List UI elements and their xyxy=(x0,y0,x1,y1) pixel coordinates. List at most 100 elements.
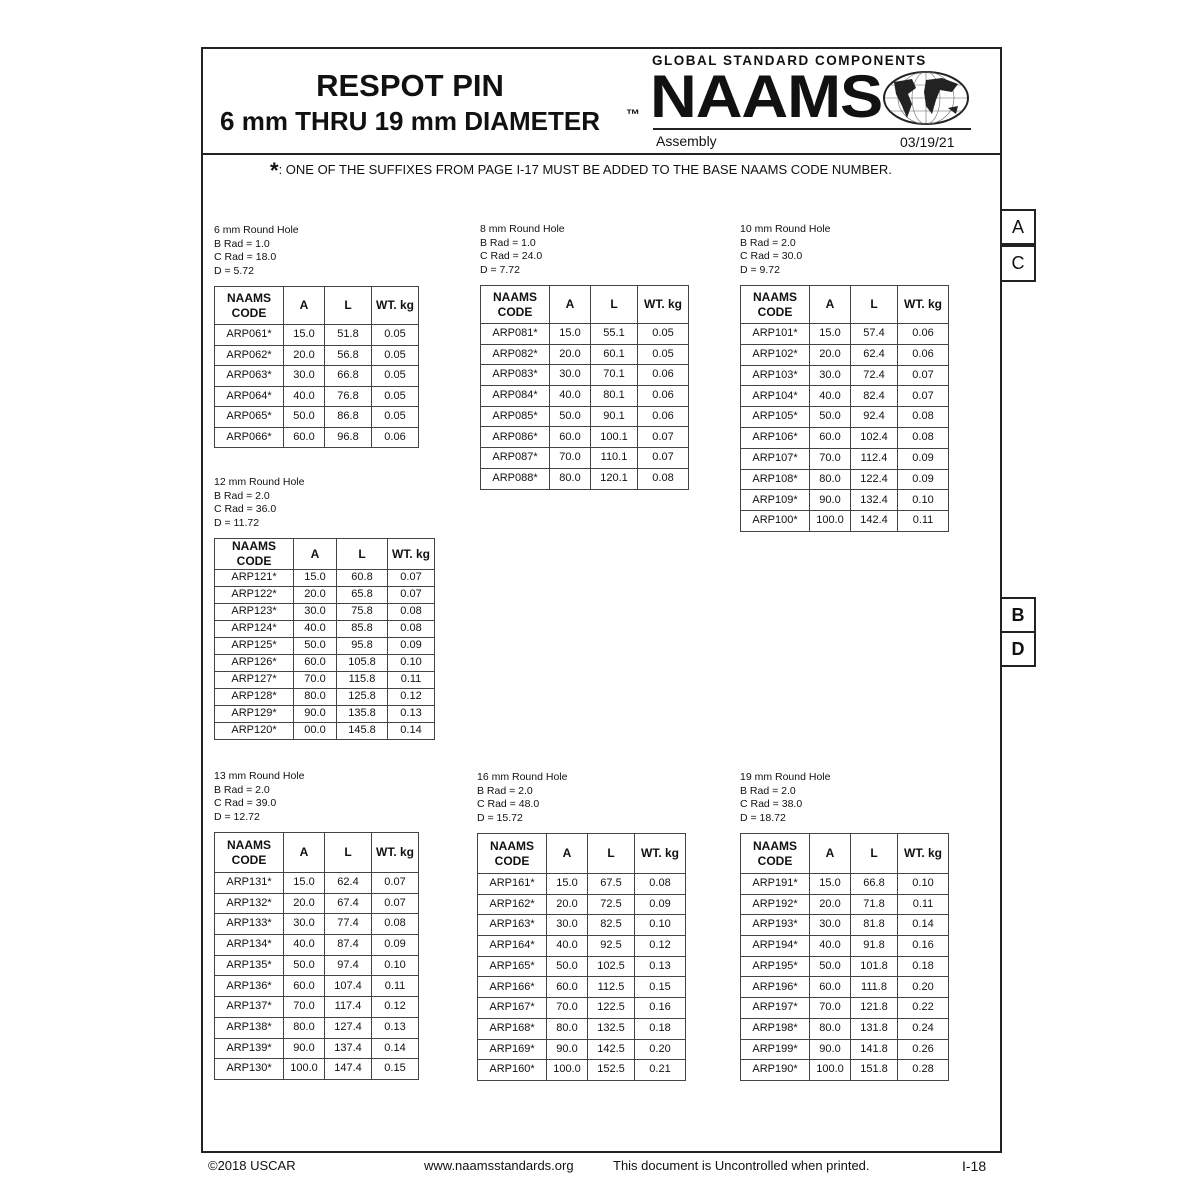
table-cell: ARP085* xyxy=(480,405,550,428)
table-cell: 50.0 xyxy=(549,405,591,428)
column-header: L xyxy=(590,285,638,324)
table-cell: 80.0 xyxy=(549,467,591,490)
spec-title: 13 mm Round Hole xyxy=(214,770,305,782)
table-cell: 112.5 xyxy=(587,976,635,999)
table-cell: 135.8 xyxy=(336,705,388,723)
table-cell: 0.11 xyxy=(371,975,419,998)
column-header: WT. kg xyxy=(897,285,949,324)
table-cell: ARP133* xyxy=(214,913,284,936)
table-cell: 40.0 xyxy=(809,385,851,408)
table-cell: 0.07 xyxy=(897,364,949,387)
column-header: A xyxy=(549,285,591,324)
column-header: L xyxy=(336,538,388,570)
spec-d: D = 15.72 xyxy=(477,811,523,824)
table-cell: 15.0 xyxy=(809,323,851,345)
naams-logo: NAAMS xyxy=(650,63,883,130)
table-cell: 30.0 xyxy=(283,365,325,387)
table-cell: ARP163* xyxy=(477,914,547,937)
table-cell: ARP198* xyxy=(740,1017,810,1040)
table-cell: 0.06 xyxy=(897,323,949,345)
table-cell: ARP138* xyxy=(214,1016,284,1039)
table-cell: 0.15 xyxy=(371,1058,419,1080)
suffix-note: *: ONE OF THE SUFFIXES FROM PAGE I-17 MU… xyxy=(270,158,892,184)
table-row: ARP085* 50.0 90.1 0.06 xyxy=(480,405,689,428)
table-cell: 70.0 xyxy=(809,997,851,1019)
spec-title: 6 mm Round Hole xyxy=(214,224,299,236)
table-header: NAAMS CODE A L WT. kg xyxy=(477,833,686,874)
table-cell: ARP108* xyxy=(740,468,810,491)
table-row: ARP162* 20.0 72.5 0.09 xyxy=(477,893,686,916)
table-cell: 95.8 xyxy=(336,637,388,655)
table-row: ARP120* 00.0 145.8 0.14 xyxy=(214,722,435,740)
table-cell: 0.11 xyxy=(897,510,949,532)
table-cell: 40.0 xyxy=(549,385,591,407)
table-cell: 0.18 xyxy=(897,955,949,978)
table-cell: 100.0 xyxy=(809,510,851,532)
table-cell: 60.0 xyxy=(809,976,851,999)
table-cell: 20.0 xyxy=(283,344,325,366)
table-cell: 0.24 xyxy=(897,1017,949,1040)
table-cell: 76.8 xyxy=(324,385,372,407)
table-cell: 80.0 xyxy=(809,1017,851,1040)
table-cell: 15.0 xyxy=(809,873,851,895)
table-cell: ARP197* xyxy=(740,997,810,1019)
table-cell: ARP107* xyxy=(740,447,810,470)
table-cell: 0.06 xyxy=(637,385,689,407)
spec-d: D = 9.72 xyxy=(740,263,780,276)
column-header: NAAMS CODE xyxy=(214,538,294,570)
spec-b-rad: B Rad = 2.0 xyxy=(740,784,796,797)
table-cell: ARP088* xyxy=(480,467,550,490)
section-tab-c[interactable]: C xyxy=(1000,245,1036,282)
table-cell: 0.20 xyxy=(897,976,949,999)
column-header: A xyxy=(283,832,325,873)
table-cell: 0.06 xyxy=(637,364,689,387)
table-row: ARP195* 50.0 101.8 0.18 xyxy=(740,955,949,978)
table-cell: 132.5 xyxy=(587,1017,635,1040)
table-cell: 40.0 xyxy=(283,385,325,407)
table-row: ARP133* 30.0 77.4 0.08 xyxy=(214,913,419,936)
table-cell: 100.1 xyxy=(590,426,638,449)
table-row: ARP167* 70.0 122.5 0.16 xyxy=(477,997,686,1019)
spec-b-rad: B Rad = 1.0 xyxy=(480,236,536,249)
table-row: ARP121* 15.0 60.8 0.07 xyxy=(214,569,435,587)
table-cell: 51.8 xyxy=(324,324,372,346)
website-link[interactable]: www.naamsstandards.org xyxy=(424,1158,574,1173)
table-cell: 40.0 xyxy=(546,935,588,957)
table-row: ARP166* 60.0 112.5 0.15 xyxy=(477,976,686,999)
spec-title: 16 mm Round Hole xyxy=(477,771,568,783)
table-cell: 62.4 xyxy=(850,343,898,366)
table-header: NAAMS CODE A L WT. kg xyxy=(214,832,419,873)
table-cell: 0.16 xyxy=(897,935,949,957)
table-cell: 0.18 xyxy=(634,1017,686,1040)
table-cell: 72.4 xyxy=(850,364,898,387)
table-cell: ARP103* xyxy=(740,364,810,387)
table-cell: ARP066* xyxy=(214,426,284,448)
table-cell: 112.4 xyxy=(850,447,898,470)
column-header: A xyxy=(293,538,337,570)
table-row: ARP130* 100.0 147.4 0.15 xyxy=(214,1058,419,1080)
column-header: WT. kg xyxy=(387,538,435,570)
table-cell: ARP164* xyxy=(477,935,547,957)
table-cell: 0.07 xyxy=(387,586,435,604)
category-label: Assembly xyxy=(656,133,717,149)
section-tab-d[interactable]: D xyxy=(1000,631,1036,667)
table-cell: 105.8 xyxy=(336,654,388,672)
table-cell: 91.8 xyxy=(850,935,898,957)
header-divider xyxy=(201,153,1000,155)
table-cell: 122.4 xyxy=(850,468,898,491)
table-cell: ARP135* xyxy=(214,954,284,977)
copyright: ©2018 USCAR xyxy=(208,1158,296,1173)
section-tab-a[interactable]: A xyxy=(1000,209,1036,245)
section-tab-b[interactable]: B xyxy=(1000,597,1036,633)
spec-d: D = 12.72 xyxy=(214,810,260,823)
table-cell: 0.10 xyxy=(897,489,949,512)
table-cell: 0.26 xyxy=(897,1038,949,1061)
table-cell: 71.8 xyxy=(850,893,898,916)
table-cell: 142.4 xyxy=(850,510,898,532)
table-cell: ARP169* xyxy=(477,1038,547,1061)
table-cell: 0.10 xyxy=(387,654,435,672)
column-header: L xyxy=(850,285,898,324)
table-row: ARP104* 40.0 82.4 0.07 xyxy=(740,385,949,408)
table-cell: 0.08 xyxy=(387,603,435,621)
